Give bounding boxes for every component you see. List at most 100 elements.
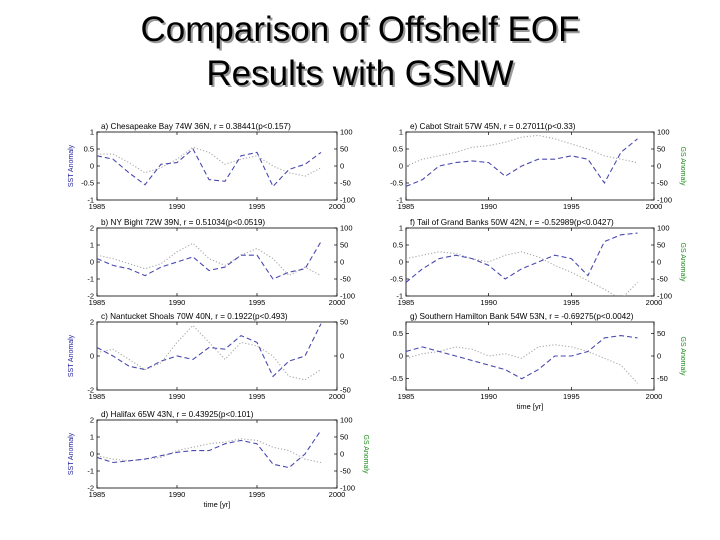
chart-panel-f: f) Tail of Grand Banks 50W 42N, r = -0.5…	[390, 218, 686, 307]
sst-series-line	[97, 148, 322, 188]
x-tick-label: 1990	[169, 392, 186, 401]
y-right-axis-label: GS Anomaly	[679, 337, 686, 376]
slide-title-line-1: Comparison of Offshelf EOF	[140, 10, 580, 49]
x-tick-label: 1990	[169, 202, 186, 211]
x-tick-label: 1995	[249, 490, 266, 499]
chart-panel-a: a) Chesapeake Bay 74W 36N, r = 0.38441(p…	[68, 122, 355, 211]
y-right-axis-label: GS Anomaly	[362, 435, 369, 474]
x-tick-label: 1995	[563, 392, 580, 401]
y-left-tick-label: 0.5	[84, 145, 94, 154]
y-right-tick-label: -100	[340, 292, 355, 301]
chart-title: d) Halifax 65W 43N, r = 0.43925(p<0.101)	[101, 410, 254, 419]
y-left-tick-label: 0.5	[393, 329, 403, 338]
x-tick-label: 1985	[89, 202, 106, 211]
y-right-tick-label: 100	[340, 128, 353, 137]
y-left-tick-label: -0.5	[81, 179, 94, 188]
y-right-tick-label: 0	[340, 352, 344, 361]
y-right-tick-label: 100	[340, 224, 353, 233]
y-left-tick-label: 0	[90, 162, 94, 171]
y-left-tick-label: -0.5	[390, 374, 403, 383]
y-left-tick-label: -2	[87, 386, 94, 395]
y-left-tick-label: 0	[399, 162, 403, 171]
x-tick-label: 1995	[563, 202, 580, 211]
x-tick-label: 1985	[398, 298, 415, 307]
y-left-tick-label: 1	[399, 128, 403, 137]
y-left-tick-label: -0.5	[390, 179, 403, 188]
y-left-tick-label: 0	[399, 258, 403, 267]
gs-series-line	[97, 324, 322, 381]
chart-panel-d: d) Halifax 65W 43N, r = 0.43925(p<0.101)…	[68, 410, 369, 509]
x-tick-label: 2000	[329, 392, 346, 401]
chart-panel-g: g) Southern Hamilton Bank 54W 53N, r = -…	[390, 312, 686, 411]
y-right-tick-label: 50	[340, 145, 348, 154]
chart-title: e) Cabot Strait 57W 45N, r = 0.27011(p<0…	[410, 122, 576, 131]
x-tick-label: 1995	[249, 202, 266, 211]
gs-series-line	[97, 146, 322, 177]
x-axis-label: time [yr]	[204, 500, 231, 509]
gs-series-line	[406, 134, 638, 167]
x-tick-label: 2000	[329, 298, 346, 307]
chart-title: b) NY Bight 72W 39N, r = 0.51034(p<0.051…	[101, 218, 265, 227]
y-right-axis-label: GS Anomaly	[679, 243, 686, 282]
y-right-tick-label: -100	[340, 484, 355, 493]
y-right-tick-label: -50	[657, 275, 668, 284]
y-right-tick-label: 0	[657, 162, 661, 171]
y-left-tick-label: 0	[90, 450, 94, 459]
x-tick-label: 1990	[480, 298, 497, 307]
x-tick-label: 2000	[646, 202, 663, 211]
y-right-tick-label: 50	[340, 241, 348, 250]
plot-frame	[405, 321, 655, 391]
y-left-tick-label: -1	[396, 292, 403, 301]
x-tick-label: 1995	[249, 298, 266, 307]
y-right-tick-label: 50	[657, 241, 665, 250]
sst-series-line	[406, 138, 638, 187]
x-tick-label: 2000	[646, 392, 663, 401]
chart-title: g) Southern Hamilton Bank 54W 53N, r = -…	[410, 312, 634, 321]
chart-title: f) Tail of Grand Banks 50W 42N, r = -0.5…	[410, 218, 614, 227]
y-right-tick-label: 0	[657, 258, 661, 267]
x-tick-label: 1990	[480, 392, 497, 401]
gs-series-line	[97, 242, 322, 277]
y-left-tick-label: 1	[90, 433, 94, 442]
y-right-tick-label: 50	[657, 145, 665, 154]
y-left-tick-label: 1	[399, 224, 403, 233]
y-right-tick-label: -50	[340, 179, 351, 188]
y-left-tick-label: 2	[90, 416, 94, 425]
x-tick-label: 1990	[169, 490, 186, 499]
sst-series-line	[406, 335, 638, 380]
gs-series-line	[406, 251, 638, 296]
y-right-tick-label: 50	[340, 318, 348, 327]
y-left-tick-label: 1	[90, 128, 94, 137]
y-left-tick-label: -2	[87, 484, 94, 493]
y-right-tick-label: -50	[657, 179, 668, 188]
y-right-tick-label: 50	[657, 329, 665, 338]
y-left-axis-label: SST Anomaly	[68, 432, 75, 475]
y-right-tick-label: 0	[340, 162, 344, 171]
y-right-axis-label: GS Anomaly	[679, 147, 686, 186]
gs-series-line	[406, 344, 638, 384]
sst-series-line	[97, 429, 322, 469]
x-tick-label: 1985	[89, 392, 106, 401]
y-right-tick-label: 100	[340, 416, 353, 425]
y-right-tick-label: -50	[340, 467, 351, 476]
y-right-tick-label: -50	[657, 374, 668, 383]
y-left-tick-label: 2	[90, 224, 94, 233]
plot-frame	[405, 131, 655, 201]
y-right-tick-label: -100	[657, 196, 672, 205]
plot-frame	[405, 227, 655, 297]
y-left-tick-label: -0.5	[390, 275, 403, 284]
y-right-tick-label: -50	[340, 386, 351, 395]
x-tick-label: 1985	[398, 202, 415, 211]
y-left-tick-label: -1	[396, 196, 403, 205]
plot-frame	[96, 227, 338, 297]
slide-title: Comparison of Offshelf EOF Results with …	[0, 8, 720, 96]
y-left-axis-label: SST Anomaly	[68, 144, 75, 187]
x-tick-label: 1985	[398, 392, 415, 401]
y-right-tick-label: -100	[657, 292, 672, 301]
y-left-tick-label: 2	[90, 318, 94, 327]
y-right-tick-label: 50	[340, 433, 348, 442]
y-right-tick-label: -100	[340, 196, 355, 205]
x-tick-label: 1995	[249, 392, 266, 401]
chart-title: c) Nantucket Shoals 70W 40N, r = 0.1922(…	[101, 312, 288, 321]
